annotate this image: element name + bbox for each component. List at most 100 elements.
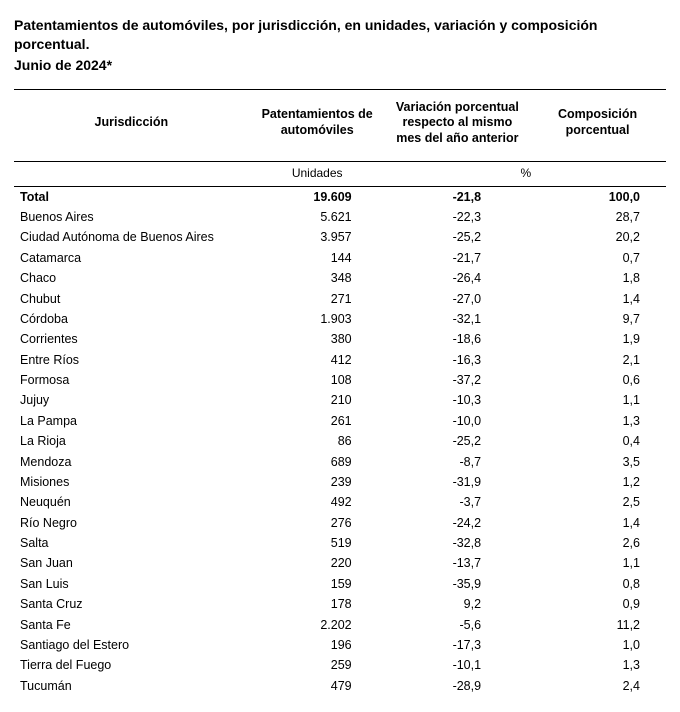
col-header-patentamientos: Patentamientos de automóviles	[249, 89, 386, 161]
cell-jurisdiccion: Buenos Aires	[14, 207, 249, 227]
cell-composicion: 28,7	[529, 207, 666, 227]
cell-jurisdiccion: Santa Cruz	[14, 594, 249, 614]
cell-jurisdiccion: Chubut	[14, 288, 249, 308]
cell-unidades: 412	[249, 350, 386, 370]
cell-jurisdiccion: Santa Fe	[14, 614, 249, 634]
cell-composicion: 2,1	[529, 350, 666, 370]
cell-unidades: 259	[249, 655, 386, 675]
table-row: Corrientes380-18,61,9	[14, 329, 666, 349]
table-row: Formosa108-37,20,6	[14, 370, 666, 390]
cell-unidades: 3.957	[249, 227, 386, 247]
cell-jurisdiccion: Tucumán	[14, 676, 249, 696]
cell-unidades: 196	[249, 635, 386, 655]
cell-unidades: 519	[249, 533, 386, 553]
col-header-jurisdiccion: Jurisdicción	[14, 89, 249, 161]
cell-composicion: 1,1	[529, 390, 666, 410]
cell-unidades: 210	[249, 390, 386, 410]
cell-composicion: 3,5	[529, 451, 666, 471]
table-row: Salta519-32,82,6	[14, 533, 666, 553]
cell-composicion: 0,7	[529, 248, 666, 268]
total-label: Total	[14, 186, 249, 207]
cell-unidades: 86	[249, 431, 386, 451]
cell-variacion: -37,2	[386, 370, 529, 390]
unit-empty	[14, 161, 249, 186]
cell-variacion: -10,0	[386, 411, 529, 431]
cell-variacion: -10,1	[386, 655, 529, 675]
cell-unidades: 220	[249, 553, 386, 573]
cell-composicion: 2,5	[529, 492, 666, 512]
cell-variacion: -13,7	[386, 553, 529, 573]
table-row: Santa Cruz1789,20,9	[14, 594, 666, 614]
unit-unidades: Unidades	[249, 161, 386, 186]
unit-porcentaje: %	[386, 161, 666, 186]
cell-unidades: 271	[249, 288, 386, 308]
cell-variacion: -35,9	[386, 574, 529, 594]
cell-variacion: -27,0	[386, 288, 529, 308]
table-row: Entre Ríos412-16,32,1	[14, 350, 666, 370]
cell-unidades: 1.903	[249, 309, 386, 329]
table-title-line2: Junio de 2024*	[14, 56, 666, 75]
cell-composicion: 0,8	[529, 574, 666, 594]
cell-unidades: 5.621	[249, 207, 386, 227]
cell-composicion: 1,8	[529, 268, 666, 288]
cell-variacion: -22,3	[386, 207, 529, 227]
cell-jurisdiccion: Neuquén	[14, 492, 249, 512]
cell-variacion: -28,9	[386, 676, 529, 696]
cell-jurisdiccion: Chaco	[14, 268, 249, 288]
cell-variacion: -31,9	[386, 472, 529, 492]
cell-jurisdiccion: La Pampa	[14, 411, 249, 431]
total-composicion: 100,0	[529, 186, 666, 207]
cell-variacion: -8,7	[386, 451, 529, 471]
cell-jurisdiccion: Río Negro	[14, 513, 249, 533]
table-row: Buenos Aires5.621-22,328,7	[14, 207, 666, 227]
cell-composicion: 1,4	[529, 288, 666, 308]
cell-composicion: 0,9	[529, 594, 666, 614]
cell-variacion: -5,6	[386, 614, 529, 634]
cell-composicion: 11,2	[529, 614, 666, 634]
table-row: Río Negro276-24,21,4	[14, 513, 666, 533]
cell-jurisdiccion: La Rioja	[14, 431, 249, 451]
table-row: Neuquén492-3,72,5	[14, 492, 666, 512]
cell-variacion: 9,2	[386, 594, 529, 614]
cell-variacion: -3,7	[386, 492, 529, 512]
cell-jurisdiccion: Entre Ríos	[14, 350, 249, 370]
table-row: Jujuy210-10,31,1	[14, 390, 666, 410]
cell-variacion: -25,2	[386, 431, 529, 451]
cell-unidades: 261	[249, 411, 386, 431]
cell-unidades: 2.202	[249, 614, 386, 634]
table-title-line1: Patentamientos de automóviles, por juris…	[14, 16, 666, 54]
table-row: Chubut271-27,01,4	[14, 288, 666, 308]
cell-composicion: 0,6	[529, 370, 666, 390]
cell-variacion: -24,2	[386, 513, 529, 533]
cell-unidades: 380	[249, 329, 386, 349]
cell-jurisdiccion: Ciudad Autónoma de Buenos Aires	[14, 227, 249, 247]
table-row: Mendoza689-8,73,5	[14, 451, 666, 471]
cell-variacion: -21,7	[386, 248, 529, 268]
total-row: Total 19.609 -21,8 100,0	[14, 186, 666, 207]
cell-variacion: -32,8	[386, 533, 529, 553]
cell-jurisdiccion: Formosa	[14, 370, 249, 390]
total-unidades: 19.609	[249, 186, 386, 207]
table-row: Chaco348-26,41,8	[14, 268, 666, 288]
cell-jurisdiccion: Tierra del Fuego	[14, 655, 249, 675]
cell-unidades: 689	[249, 451, 386, 471]
table-row: Catamarca144-21,70,7	[14, 248, 666, 268]
table-row: Ciudad Autónoma de Buenos Aires3.957-25,…	[14, 227, 666, 247]
cell-composicion: 0,4	[529, 431, 666, 451]
data-table: Jurisdicción Patentamientos de automóvil…	[14, 89, 666, 696]
table-row: Misiones239-31,91,2	[14, 472, 666, 492]
cell-jurisdiccion: Catamarca	[14, 248, 249, 268]
cell-unidades: 144	[249, 248, 386, 268]
cell-composicion: 9,7	[529, 309, 666, 329]
cell-jurisdiccion: Salta	[14, 533, 249, 553]
cell-composicion: 1,3	[529, 655, 666, 675]
table-row: Santa Fe2.202-5,611,2	[14, 614, 666, 634]
cell-unidades: 159	[249, 574, 386, 594]
table-row: Santiago del Estero196-17,31,0	[14, 635, 666, 655]
cell-variacion: -18,6	[386, 329, 529, 349]
table-body: Total 19.609 -21,8 100,0 Buenos Aires5.6…	[14, 186, 666, 696]
table-row: San Luis159-35,90,8	[14, 574, 666, 594]
cell-jurisdiccion: San Luis	[14, 574, 249, 594]
cell-unidades: 492	[249, 492, 386, 512]
cell-composicion: 1,9	[529, 329, 666, 349]
